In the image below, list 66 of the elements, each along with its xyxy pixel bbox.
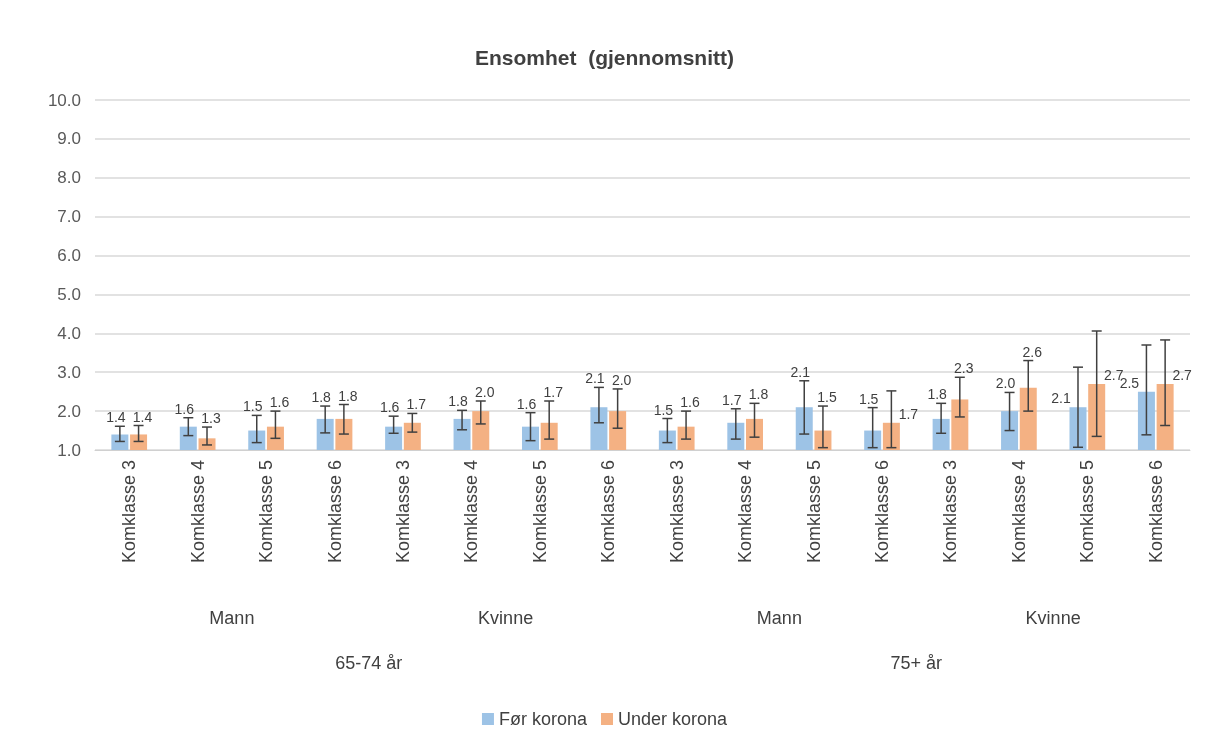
data-label: 1.5 [243,398,263,415]
data-label: 2.1 [790,363,811,380]
data-label: 2.6 [1022,343,1043,360]
data-label: 1.5 [858,390,879,407]
x-tick-label: Komklasse 5 [1077,460,1098,564]
chart-title: Ensomhet (gjennomsnitt) [475,46,734,69]
x-tick-label: Komklasse 3 [119,460,140,564]
text: Mann [756,608,802,628]
y-tick-label: 2.0 [57,401,81,421]
data-label: 1.6 [379,399,400,416]
x-tick-label: Komklasse 6 [598,460,619,564]
y-tick-label: 4.0 [57,323,81,343]
data-label: 1.7 [722,391,742,408]
data-label: 1.7 [543,384,564,400]
x-tick-label: Komklasse 6 [1145,460,1166,564]
data-label: 1.8 [448,393,468,410]
data-label: 1.7 [898,405,919,422]
x-tick-label: Komklasse 4 [735,460,756,564]
legend-label: Under korona [617,709,729,729]
data-label: 1.8 [927,386,948,403]
y-tick-label: 7.0 [57,207,81,227]
data-label: 1.5 [817,389,837,406]
y-tick-label: 1.0 [57,440,81,460]
data-label: 1.5 [653,401,674,418]
x-tick-label: Komklasse 4 [461,460,482,564]
data-label: 1.6 [516,395,537,412]
data-label: 1.4 [132,408,153,425]
data-label: 2.0 [475,384,495,400]
y-tick-label: 10.0 [47,90,81,110]
data-label: 1.6 [680,394,701,411]
x-tick-label: Komklasse 4 [1008,460,1029,564]
x-tick-label: Komklasse 3 [940,460,961,564]
data-label: 1.8 [311,389,332,406]
data-label: 1.7 [406,396,427,413]
x-tick-label: Komklasse 6 [324,460,345,564]
y-tick-label: 5.0 [57,284,81,304]
x-tick-label: Komklasse 5 [529,460,550,564]
y-tick-label: 6.0 [57,246,81,266]
text: Kvinne [478,608,534,628]
text: Mann [209,608,255,628]
data-label: 2.0 [995,375,1016,392]
y-tick-label: 3.0 [57,362,81,382]
x-tick-label: Komklasse 3 [666,460,687,564]
data-label: 2.1 [585,370,605,387]
text: Kvinne [1025,608,1081,628]
data-label: 1.4 [106,409,126,426]
data-label: 2.1 [1051,390,1071,407]
data-label: 2.7 [1103,366,1124,383]
y-tick-label: 8.0 [57,168,81,188]
data-label: 1.6 [269,394,290,411]
text: 65-74 år [335,653,403,673]
legend-label: Før korona [498,709,588,729]
x-tick-label: Komklasse 3 [392,460,413,564]
text: 75+ år [890,653,943,673]
data-label: 1.8 [748,386,769,403]
data-label: 1.8 [338,387,358,404]
data-label: 2.0 [611,371,632,388]
x-tick-label: Komklasse 5 [803,460,824,564]
data-label: 2.3 [954,360,974,377]
y-tick-label: 9.0 [57,129,81,149]
x-tick-label: Komklasse 4 [187,460,208,564]
data-label: 1.6 [174,400,195,417]
data-label: 2.7 [1172,366,1193,383]
data-label: 1.3 [201,410,221,427]
x-tick-label: Komklasse 5 [256,460,277,564]
x-tick-label: Komklasse 6 [872,460,893,564]
